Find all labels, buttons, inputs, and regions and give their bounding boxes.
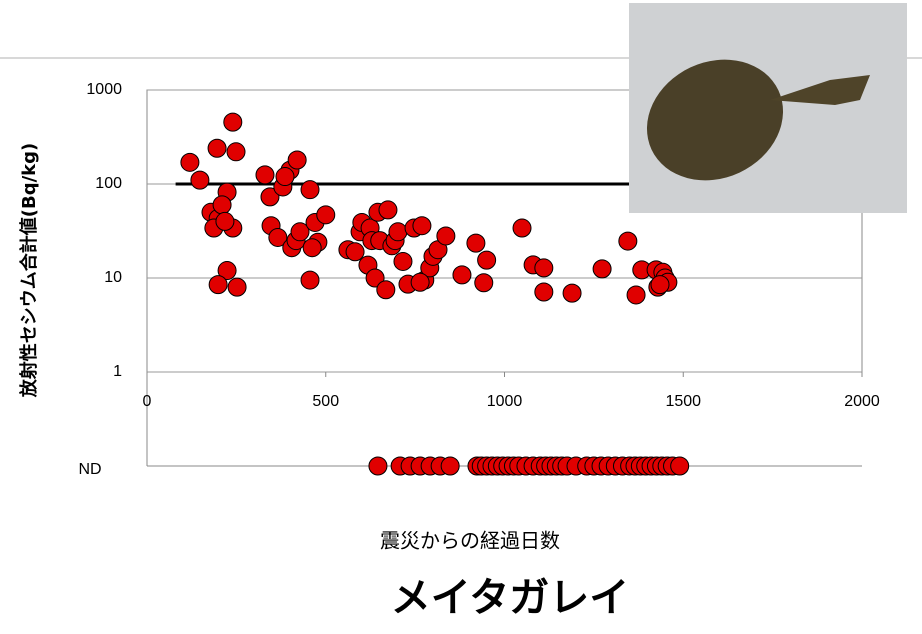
point bbox=[512, 218, 532, 238]
x-tick-label: 0 bbox=[143, 393, 152, 410]
point bbox=[412, 216, 432, 236]
point bbox=[300, 270, 320, 290]
point bbox=[287, 150, 307, 170]
point bbox=[208, 275, 228, 295]
photo bbox=[629, 3, 907, 213]
y-tick-label: 1000 bbox=[86, 81, 122, 98]
point bbox=[562, 283, 582, 303]
point bbox=[316, 205, 336, 225]
point bbox=[534, 258, 554, 278]
point bbox=[388, 222, 408, 242]
fish-body bbox=[646, 59, 784, 181]
nd-point bbox=[440, 456, 460, 476]
point bbox=[365, 268, 385, 288]
point bbox=[275, 167, 295, 187]
x-axis-label: 震災からの経過日数 bbox=[380, 529, 560, 553]
point bbox=[207, 138, 227, 158]
x-tick-label: 2000 bbox=[844, 393, 880, 410]
point bbox=[626, 285, 646, 305]
point bbox=[302, 238, 322, 258]
point bbox=[378, 200, 398, 220]
y-tick-label: 100 bbox=[95, 175, 122, 192]
nd-label: ND bbox=[78, 461, 101, 478]
point bbox=[477, 250, 497, 270]
chart-title: メイタガレイ bbox=[391, 575, 629, 621]
point bbox=[618, 231, 638, 251]
point bbox=[268, 227, 288, 247]
point bbox=[376, 280, 396, 300]
point bbox=[650, 275, 670, 295]
point bbox=[393, 251, 413, 271]
point bbox=[223, 112, 243, 132]
point bbox=[410, 272, 430, 292]
x-tick-label: 500 bbox=[312, 393, 339, 410]
point bbox=[190, 170, 210, 190]
x-tick-label: 1000 bbox=[487, 393, 523, 410]
point bbox=[255, 165, 275, 185]
point bbox=[452, 265, 472, 285]
point bbox=[212, 195, 232, 215]
point bbox=[436, 226, 456, 246]
point bbox=[345, 242, 365, 262]
nd-point bbox=[670, 456, 690, 476]
point bbox=[217, 261, 237, 281]
nd-point bbox=[368, 456, 388, 476]
marks: 1 10 100 1000 0 500 1000 1500 2000 bbox=[86, 81, 880, 476]
point bbox=[260, 187, 280, 207]
point bbox=[226, 142, 246, 162]
point bbox=[290, 222, 310, 242]
point bbox=[474, 273, 494, 293]
y-tick-label: 1 bbox=[113, 363, 122, 380]
x-tick-label: 1500 bbox=[665, 393, 701, 410]
fish-tail bbox=[770, 75, 870, 105]
y-axis-label: 放射性セシウム合計値(Bq/kg) bbox=[18, 143, 40, 399]
y-tick-label: 10 bbox=[104, 269, 122, 286]
point bbox=[300, 180, 320, 200]
point bbox=[534, 282, 554, 302]
point bbox=[180, 152, 200, 172]
point bbox=[466, 233, 486, 253]
point bbox=[227, 277, 247, 297]
point bbox=[592, 259, 612, 279]
point bbox=[215, 211, 235, 231]
